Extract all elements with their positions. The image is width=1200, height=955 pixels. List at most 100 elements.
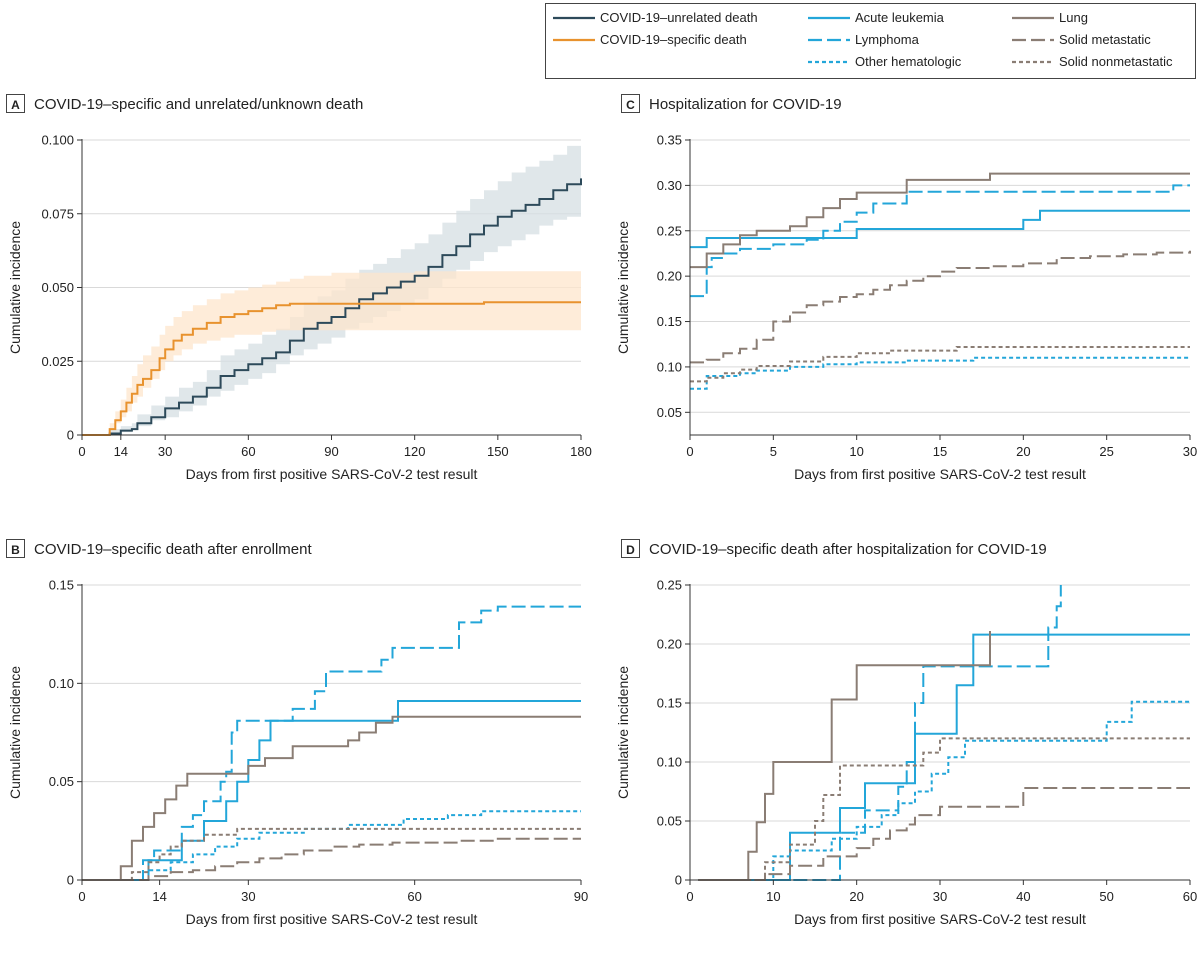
series-line xyxy=(698,787,1190,881)
x-tick-label: 0 xyxy=(686,889,693,904)
y-axis-label: Cumulative incidence xyxy=(7,221,23,354)
y-tick-label: 0.30 xyxy=(657,178,682,193)
x-tick-label: 0 xyxy=(78,889,85,904)
y-tick-label: 0.10 xyxy=(49,676,74,691)
series-line xyxy=(690,172,1190,269)
panel-letter: D xyxy=(626,543,635,557)
panel-c: C Hospitalization for COVID-19 0.05 0.10 0.1… xyxy=(615,94,1197,482)
x-axis-label: Days from first positive SARS-CoV-2 test… xyxy=(186,466,478,482)
x-tick-label: 180 xyxy=(570,444,592,459)
x-tick-label: 120 xyxy=(404,444,426,459)
series-line xyxy=(690,184,1190,298)
x-tick-label: 5 xyxy=(770,444,777,459)
x-tick-label: 15 xyxy=(933,444,947,459)
x-tick-label: 10 xyxy=(766,889,780,904)
y-tick-label: 0.25 xyxy=(657,578,682,593)
x-tick-label: 25 xyxy=(1099,444,1113,459)
x-tick-label: 150 xyxy=(487,444,509,459)
x-tick-label: 14 xyxy=(114,444,128,459)
panel-letter: C xyxy=(626,98,635,112)
series-line xyxy=(82,837,581,881)
panel-letter-box xyxy=(621,539,640,558)
y-tick-label: 0 xyxy=(675,873,682,888)
y-tick-label: 0.05 xyxy=(657,814,682,829)
x-tick-label: 90 xyxy=(324,444,338,459)
panel-title: COVID-19–specific and unrelated/unknown … xyxy=(34,96,363,113)
series-line xyxy=(82,715,581,881)
series-line xyxy=(698,737,1190,881)
x-tick-label: 60 xyxy=(1183,889,1197,904)
series-line xyxy=(690,356,1190,390)
y-tick-label: 0.075 xyxy=(41,206,74,221)
x-tick-label: 14 xyxy=(152,889,166,904)
series-line xyxy=(690,209,1190,249)
series-line xyxy=(82,301,581,436)
panel-letter-box xyxy=(6,94,25,113)
legend-label: COVID-19–unrelated death xyxy=(600,10,758,25)
y-tick-label: 0.05 xyxy=(49,774,74,789)
x-tick-label: 90 xyxy=(574,889,588,904)
x-tick-label: 30 xyxy=(933,889,947,904)
y-tick-label: 0.025 xyxy=(41,354,74,369)
y-tick-label: 0.25 xyxy=(657,223,682,238)
y-tick-label: 0.10 xyxy=(657,755,682,770)
series-line xyxy=(698,633,1190,881)
legend-box xyxy=(545,3,1196,79)
legend-label: Other hematologic xyxy=(855,54,962,69)
panel-letter-box xyxy=(621,94,640,113)
x-tick-label: 0 xyxy=(686,444,693,459)
series-line xyxy=(82,827,581,881)
series-line xyxy=(698,585,1062,881)
y-tick-label: 0.20 xyxy=(657,269,682,284)
x-tick-label: 30 xyxy=(158,444,172,459)
y-axis-label: Cumulative incidence xyxy=(615,221,631,354)
panel-title: COVID-19–specific death after hospitaliz… xyxy=(649,541,1047,558)
panel-title: Hospitalization for COVID-19 xyxy=(649,96,842,113)
y-tick-label: 0.15 xyxy=(49,578,74,593)
ci-band-1 xyxy=(82,271,581,435)
series-line xyxy=(698,700,1190,881)
y-tick-label: 0.10 xyxy=(657,359,682,374)
panel-letter-box xyxy=(6,539,25,558)
x-tick-label: 50 xyxy=(1099,889,1113,904)
x-tick-label: 30 xyxy=(241,889,255,904)
y-tick-label: 0.20 xyxy=(657,637,682,652)
x-tick-label: 0 xyxy=(78,444,85,459)
y-axis-label: Cumulative incidence xyxy=(7,666,23,799)
y-tick-label: 0.35 xyxy=(657,133,682,148)
panel-letter: A xyxy=(11,98,20,112)
legend-label: Lung xyxy=(1059,10,1088,25)
x-tick-label: 30 xyxy=(1183,444,1197,459)
series-line xyxy=(82,700,581,881)
y-tick-label: 0.050 xyxy=(41,280,74,295)
y-tick-label: 0.15 xyxy=(657,696,682,711)
series-line xyxy=(82,605,581,881)
x-axis-label: Days from first positive SARS-CoV-2 test… xyxy=(794,466,1086,482)
panel-title: COVID-19–specific death after enrollment xyxy=(34,541,312,558)
chart-panels: A COVID-19–specific and unrelated/unknown… xyxy=(6,94,1197,927)
y-tick-label: 0.05 xyxy=(657,405,682,420)
series-line xyxy=(690,250,1191,364)
ci-band-0 xyxy=(82,140,581,435)
series-line xyxy=(690,346,1190,383)
x-axis-label: Days from first positive SARS-CoV-2 test… xyxy=(186,911,478,927)
panel-b: B COVID-19–specific death after enrollmen… xyxy=(6,539,588,927)
y-tick-label: 0 xyxy=(67,873,74,888)
x-tick-label: 60 xyxy=(241,444,255,459)
y-tick-label: 0.15 xyxy=(657,314,682,329)
y-tick-label: 0 xyxy=(67,428,74,443)
legend-label: Solid metastatic xyxy=(1059,32,1151,47)
x-tick-label: 20 xyxy=(1016,444,1030,459)
x-tick-label: 60 xyxy=(407,889,421,904)
y-tick-label: 0.100 xyxy=(41,133,74,148)
panel-a: A COVID-19–specific and unrelated/unknown… xyxy=(6,94,592,482)
y-axis-label: Cumulative incidence xyxy=(615,666,631,799)
legend-label: COVID-19–specific death xyxy=(600,32,747,47)
series-line xyxy=(82,810,581,881)
x-tick-label: 20 xyxy=(849,889,863,904)
legend: COVID-19–unrelated death COVID-19–specifi… xyxy=(545,3,1196,79)
x-tick-label: 10 xyxy=(849,444,863,459)
legend-label: Lymphoma xyxy=(855,32,920,47)
x-tick-label: 40 xyxy=(1016,889,1030,904)
